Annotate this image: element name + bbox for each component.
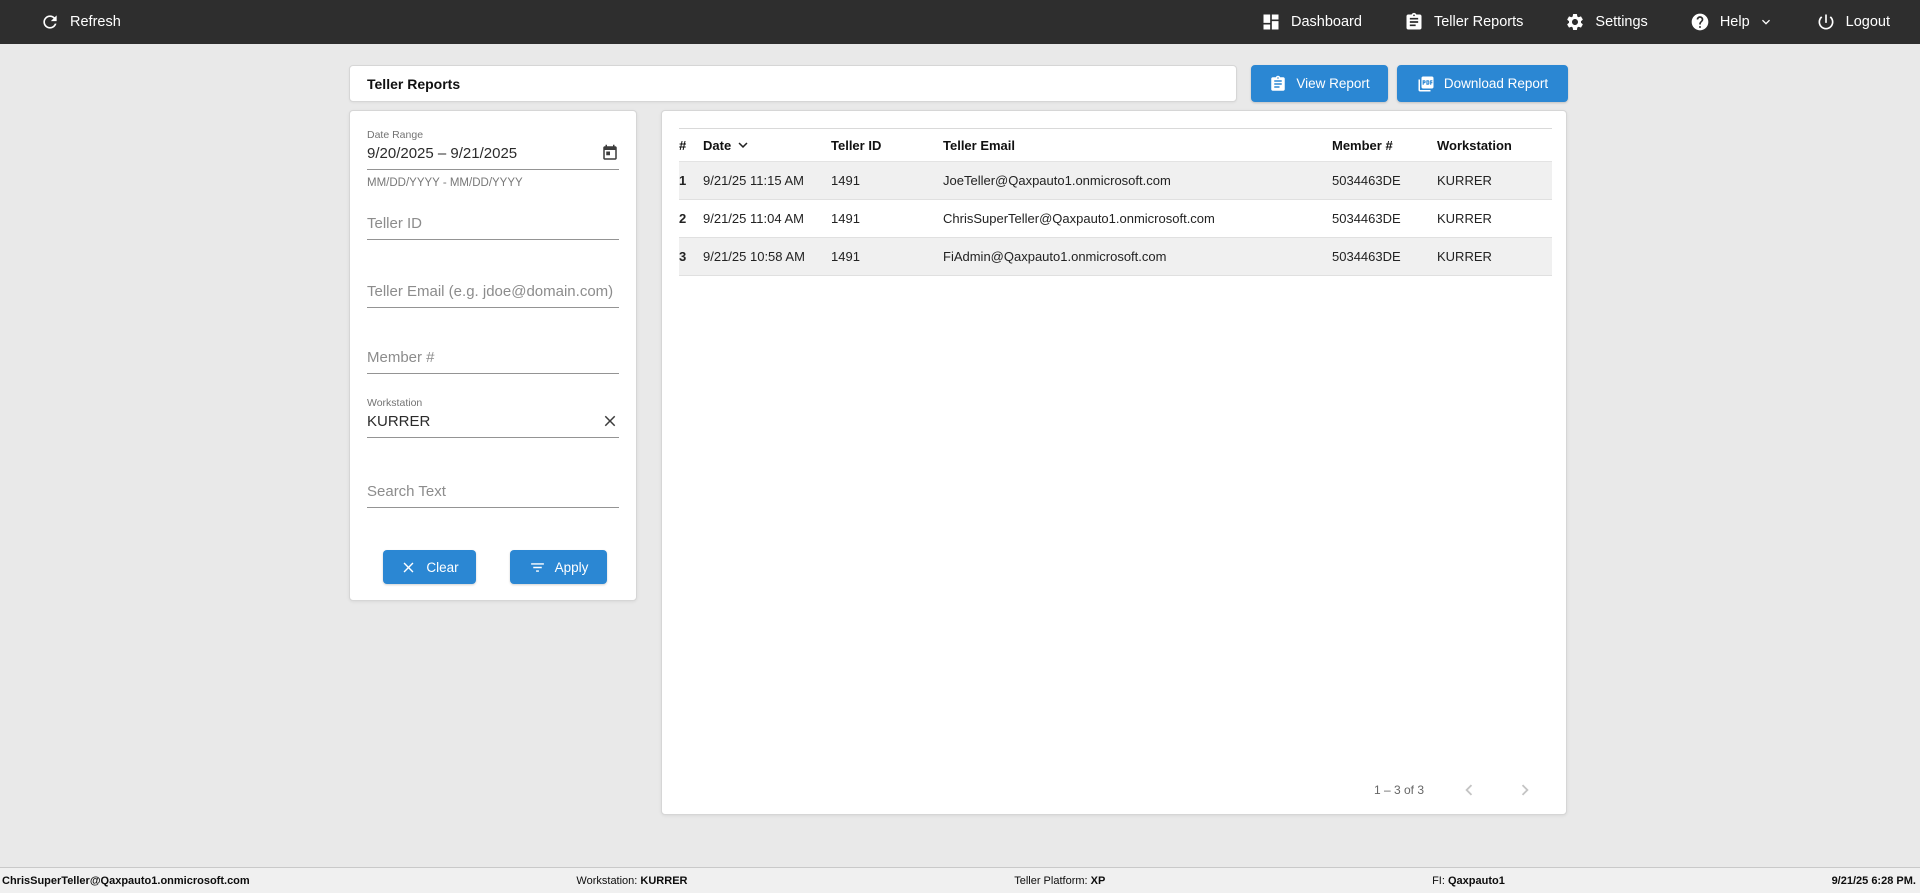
help-label: Help (1719, 14, 1750, 30)
filter-icon (530, 562, 544, 572)
view-report-label: View Report (1296, 76, 1370, 91)
report-table-panel: # Date Teller ID Teller Email Member # W… (661, 110, 1567, 815)
date-range-hint: MM/DD/YYYY - MM/DD/YYYY (367, 177, 523, 189)
search-text-field (367, 483, 619, 508)
clipboard-icon (1271, 75, 1286, 91)
filter-panel: Date Range MM/DD/YYYY - MM/DD/YYYY Works… (349, 110, 637, 601)
gear-icon (1567, 14, 1584, 30)
column-header-num: # (679, 137, 687, 153)
status-bar: ChrisSuperTeller@Qaxpauto1.onmicrosoft.c… (0, 867, 1920, 893)
logout-label: Logout (1845, 14, 1890, 30)
help-icon (1691, 13, 1709, 31)
previous-page-button[interactable] (1458, 779, 1480, 801)
table-row[interactable]: 2 9/21/25 11:04 AM 1491 ChrisSuperTeller… (679, 200, 1552, 238)
clipboard-icon (1406, 12, 1422, 30)
dashboard-label: Dashboard (1291, 14, 1362, 30)
view-report-button[interactable]: View Report (1251, 65, 1388, 102)
chevron-down-icon (1761, 19, 1770, 25)
footer-user-email: ChrisSuperTeller@Qaxpauto1.onmicrosoft.c… (2, 874, 250, 887)
search-text-input[interactable] (367, 483, 619, 500)
apply-button[interactable]: Apply (510, 550, 607, 584)
member-number-field (367, 349, 619, 374)
workstation-label: Workstation (367, 397, 423, 409)
table-row[interactable]: 3 9/21/25 10:58 AM 1491 FiAdmin@Qaxpauto… (679, 237, 1552, 276)
top-nav-bar: Refresh Dashboard Teller Reports Setting… (0, 0, 1920, 44)
column-header-date[interactable]: Date (703, 129, 831, 162)
next-page-button[interactable] (1514, 779, 1536, 801)
teller-email-input[interactable] (367, 283, 619, 300)
teller-email-field (367, 283, 619, 308)
nav-item-teller-reports[interactable]: Teller Reports (1404, 12, 1523, 32)
column-header-teller-email[interactable]: Teller Email (943, 137, 1016, 153)
settings-label: Settings (1595, 14, 1648, 30)
page-title-bar: Teller Reports (349, 65, 1237, 102)
footer-datetime: 9/21/25 6:28 PM. (1831, 874, 1916, 887)
pagination-range: 1 – 3 of 3 (1373, 783, 1424, 797)
chevron-right-icon (1521, 784, 1529, 796)
download-report-label: Download Report (1443, 76, 1549, 91)
nav-item-settings[interactable]: Settings (1565, 12, 1648, 32)
nav-item-help[interactable]: Help (1690, 12, 1774, 32)
nav-item-dashboard[interactable]: Dashboard (1261, 12, 1362, 32)
close-icon[interactable] (601, 412, 619, 430)
calendar-icon[interactable] (601, 144, 619, 162)
dashboard-icon (1263, 14, 1279, 30)
apply-label: Apply (554, 559, 589, 575)
close-icon (403, 562, 414, 572)
date-range-field: Date Range MM/DD/YYYY - MM/DD/YYYY (367, 129, 619, 189)
table-header-row: # Date Teller ID Teller Email Member # W… (679, 129, 1552, 162)
teller-reports-label: Teller Reports (1433, 14, 1524, 30)
refresh-icon (43, 15, 57, 29)
refresh-label: Refresh (70, 14, 121, 30)
clear-label: Clear (426, 559, 459, 575)
footer-workstation: Workstation: KURRER (576, 874, 688, 887)
footer-fi: FI: Qaxpauto1 (1432, 874, 1505, 887)
refresh-button[interactable]: Refresh (40, 12, 121, 32)
teller-id-field (367, 215, 619, 240)
workstation-input[interactable] (367, 412, 601, 430)
sort-desc-icon (738, 142, 748, 148)
clear-button[interactable]: Clear (383, 550, 476, 584)
pagination: 1 – 3 of 3 (1374, 779, 1536, 801)
footer-teller-platform: Teller Platform: XP (1014, 874, 1106, 887)
report-table: # Date Teller ID Teller Email Member # W… (679, 128, 1552, 276)
chevron-left-icon (1465, 784, 1473, 796)
date-range-label: Date Range (367, 129, 424, 141)
teller-id-input[interactable] (367, 215, 619, 232)
page-title: Teller Reports (367, 75, 461, 92)
column-header-member[interactable]: Member # (1332, 137, 1393, 153)
column-header-teller-id[interactable]: Teller ID (831, 137, 882, 153)
workstation-field: Workstation (367, 397, 619, 438)
download-report-button[interactable]: Download Report (1397, 65, 1568, 102)
member-number-input[interactable] (367, 349, 619, 366)
date-range-input[interactable] (367, 144, 601, 162)
logout-button[interactable]: Logout (1816, 12, 1890, 32)
table-row[interactable]: 1 9/21/25 11:15 AM 1491 JoeTeller@Qaxpau… (679, 161, 1552, 200)
power-icon (1818, 14, 1834, 30)
column-header-workstation[interactable]: Workstation (1437, 137, 1512, 153)
pdf-icon (1418, 76, 1434, 91)
